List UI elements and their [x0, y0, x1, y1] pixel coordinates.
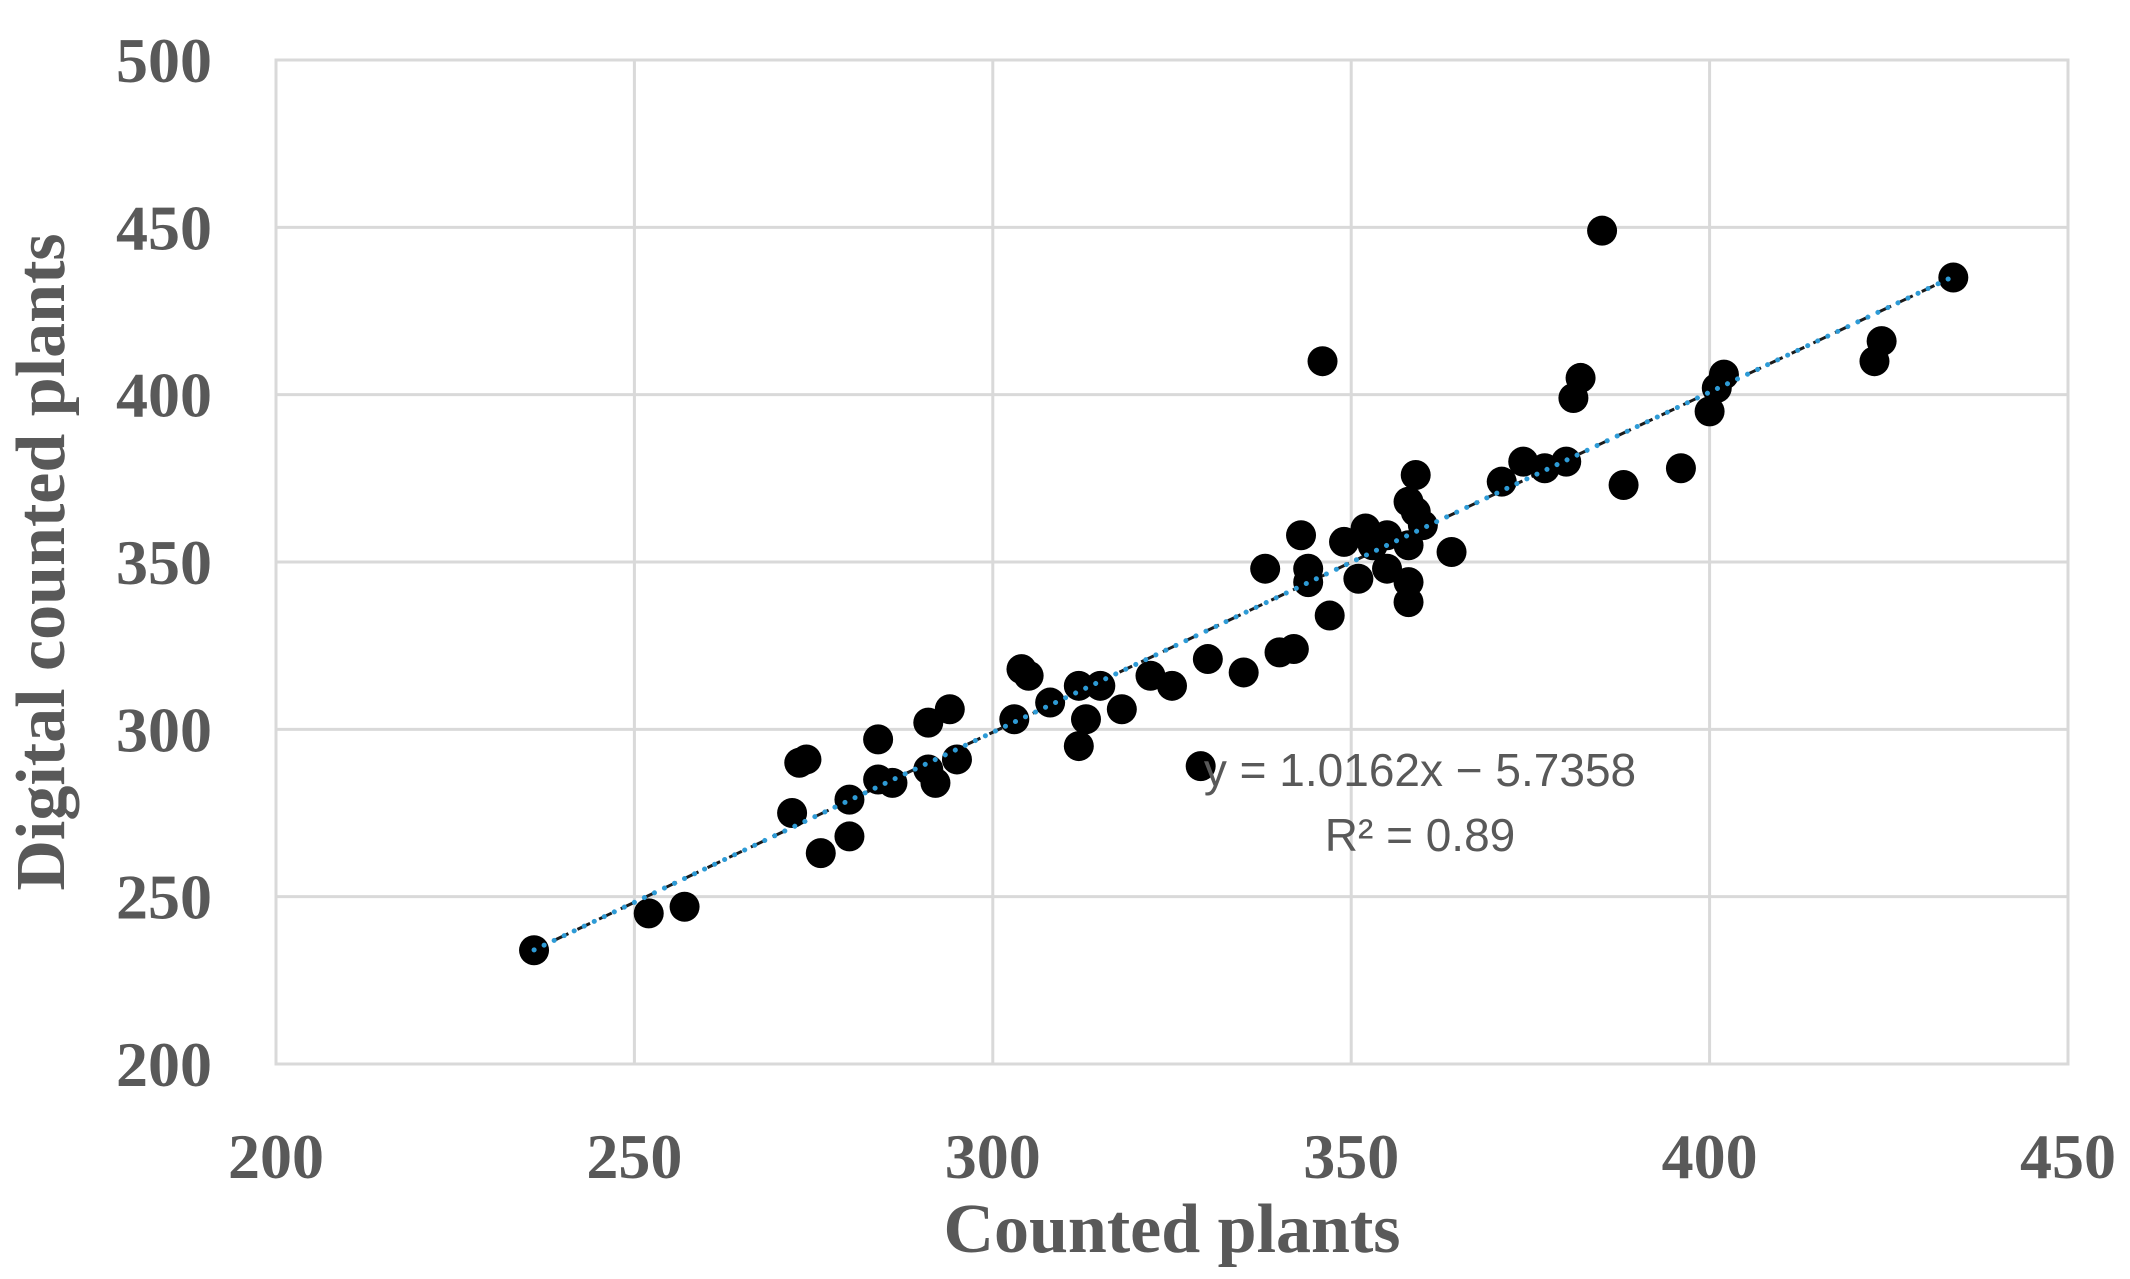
data-point [1293, 553, 1324, 584]
x-tick-label: 400 [1662, 1121, 1758, 1192]
data-point [1035, 687, 1066, 718]
y-tick-label: 400 [116, 360, 212, 431]
data-point [633, 898, 664, 929]
plot-area-frame [274, 58, 2070, 1066]
data-point [1106, 694, 1137, 725]
x-tick-label: 350 [1303, 1121, 1399, 1192]
data-point [1013, 660, 1044, 691]
data-point [1286, 520, 1317, 551]
y-tick-label: 500 [116, 25, 212, 96]
data-point [1185, 751, 1216, 782]
x-tick-label: 200 [228, 1121, 324, 1192]
data-point [1372, 553, 1403, 584]
data-point [1393, 567, 1424, 598]
trendline-equation: y = 1.0162x − 5.7358 [1204, 744, 1636, 796]
y-tick-label: 250 [116, 862, 212, 933]
y-tick-label: 300 [116, 694, 212, 765]
x-tick-label: 450 [2020, 1121, 2116, 1192]
data-point [1708, 359, 1739, 390]
data-point [791, 744, 822, 775]
data-point [1063, 731, 1094, 762]
data-point [834, 784, 865, 815]
x-tick-label: 300 [945, 1121, 1041, 1192]
data-point [1307, 346, 1338, 377]
data-point [1407, 510, 1438, 541]
data-point [834, 821, 865, 852]
data-point [1866, 326, 1897, 357]
y-tick-labels: 200 250 300 350 400 450 500 [116, 25, 212, 1100]
data-point [777, 798, 808, 828]
data-point [1343, 563, 1374, 594]
data-point [1938, 262, 1969, 293]
data-point [1314, 600, 1345, 631]
x-tick-label: 250 [586, 1121, 682, 1192]
data-point [1329, 526, 1360, 557]
y-tick-label: 350 [116, 527, 212, 598]
data-point [1228, 657, 1259, 688]
x-axis-title: Counted plants [943, 1191, 1400, 1268]
trendline-dotted [531, 274, 1956, 953]
data-point [1250, 553, 1281, 584]
data-point [1192, 644, 1223, 675]
data-point [805, 838, 836, 869]
data-point [1063, 670, 1094, 701]
data-point [1157, 670, 1187, 701]
x-tick-labels: 200 250 300 350 400 450 [228, 1121, 2116, 1192]
data-point [1400, 459, 1431, 490]
data-point [1587, 215, 1618, 246]
y-axis-title: Digital counted plants [3, 233, 80, 890]
data-point [1070, 704, 1101, 735]
trendline-r-squared: R² = 0.89 [1325, 809, 1516, 861]
y-tick-label: 200 [116, 1029, 212, 1100]
data-point [934, 694, 965, 725]
data-point [913, 754, 944, 785]
data-point [669, 891, 700, 922]
data-point [999, 704, 1030, 735]
data-point [941, 744, 972, 775]
data-point [913, 707, 944, 738]
data-point [1085, 670, 1116, 701]
data-point [1665, 453, 1696, 484]
data-point [863, 724, 894, 755]
data-point [1436, 536, 1467, 567]
data-point [1694, 396, 1725, 427]
gridlines [274, 58, 2070, 1066]
data-point [877, 767, 908, 798]
y-tick-label: 450 [116, 192, 212, 263]
data-point [1565, 362, 1596, 393]
data-point [1608, 470, 1639, 501]
data-point [1278, 634, 1309, 665]
